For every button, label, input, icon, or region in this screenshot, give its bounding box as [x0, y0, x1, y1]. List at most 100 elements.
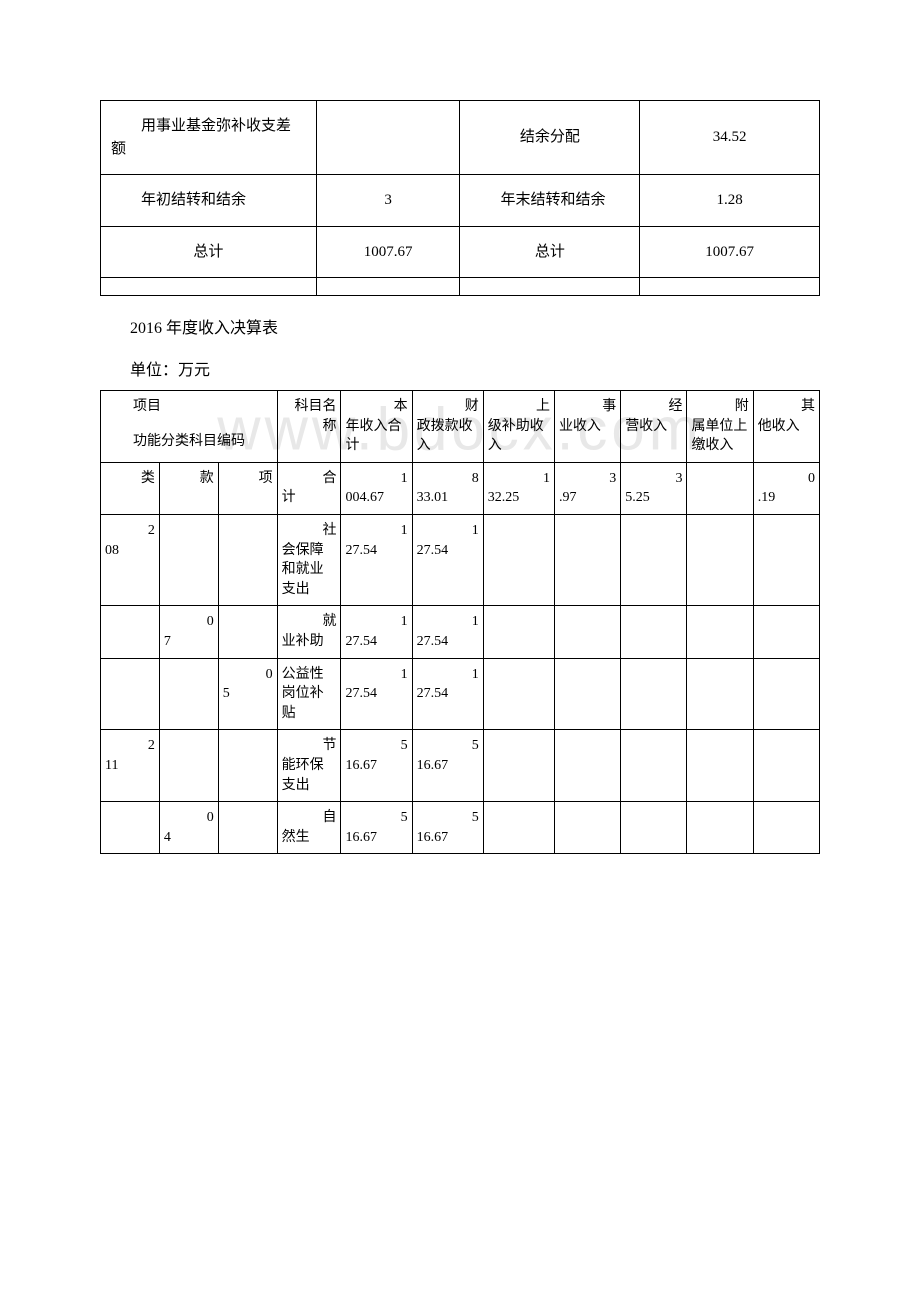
value-cell: [621, 730, 687, 802]
empty-cell: [316, 278, 460, 296]
value-cell: 127.54: [412, 606, 483, 658]
income-table: 项目 科目名称 本 年收入合计 财 政拨款收入 上 级补助收入 事 业收入 经 …: [100, 390, 820, 854]
unit-label: 单位：万元: [130, 356, 820, 380]
value-cell: 1007.67: [316, 226, 460, 278]
header-cell: 项目: [101, 391, 278, 427]
name-cell: 就业补助: [277, 606, 341, 658]
value-cell: [753, 802, 819, 854]
value-cell: [753, 658, 819, 730]
value-cell: [554, 606, 620, 658]
code-cell: 05: [218, 658, 277, 730]
code-cell: [159, 730, 218, 802]
label-cell: 年初结转和结余: [101, 175, 317, 227]
empty-cell: [640, 278, 820, 296]
value-cell: 833.01: [412, 462, 483, 514]
code-cell: [101, 606, 160, 658]
empty-cell: [460, 278, 640, 296]
value-cell: [483, 730, 554, 802]
value-cell: [753, 606, 819, 658]
code-cell: [218, 514, 277, 605]
table-row: 05公益性岗位补贴127.54127.54: [101, 658, 820, 730]
value-cell: 35.25: [621, 462, 687, 514]
code-cell: 208: [101, 514, 160, 605]
table-row: 类款项合计1004.67833.01132.253.9735.250.19: [101, 462, 820, 514]
value-cell: [621, 658, 687, 730]
code-cell: [101, 802, 160, 854]
value-cell: 1004.67: [341, 462, 412, 514]
code-cell: 项: [218, 462, 277, 514]
header-cell: 上 级补助收入: [483, 391, 554, 463]
value-cell: 516.67: [341, 730, 412, 802]
value-cell: [483, 606, 554, 658]
header-cell: 其 他收入: [753, 391, 819, 463]
value-cell: 0.19: [753, 462, 819, 514]
code-cell: 类: [101, 462, 160, 514]
value-cell: [687, 462, 753, 514]
code-cell: [159, 514, 218, 605]
value-cell: [621, 514, 687, 605]
table-row: 年初结转和结余 3 年末结转和结余 1.28: [101, 175, 820, 227]
code-cell: 04: [159, 802, 218, 854]
table-row: 用事业基金弥补收支差额 结余分配 34.52: [101, 101, 820, 175]
section-title: 2016 年度收入决算表: [130, 314, 820, 338]
value-cell: 1007.67: [640, 226, 820, 278]
table-row: 04自然生516.67516.67: [101, 802, 820, 854]
label-cell: 总计: [101, 226, 317, 278]
value-cell: 516.67: [412, 802, 483, 854]
value-cell: [554, 658, 620, 730]
value-cell: [687, 802, 753, 854]
value-cell: [554, 730, 620, 802]
value-cell: 127.54: [412, 514, 483, 605]
value-cell: [316, 101, 460, 175]
value-cell: 127.54: [412, 658, 483, 730]
label-cell: 结余分配: [460, 101, 640, 175]
code-cell: [159, 658, 218, 730]
code-cell: [218, 606, 277, 658]
value-cell: [687, 606, 753, 658]
value-cell: 3: [316, 175, 460, 227]
header-cell: 经 营收入: [621, 391, 687, 463]
code-cell: 211: [101, 730, 160, 802]
name-cell: 公益性岗位补贴: [277, 658, 341, 730]
code-cell: [218, 802, 277, 854]
value-cell: [483, 514, 554, 605]
value-cell: [554, 802, 620, 854]
header-cell: 功能分类科目编码: [101, 426, 278, 462]
table-header-row: 项目 科目名称 本 年收入合计 财 政拨款收入 上 级补助收入 事 业收入 经 …: [101, 391, 820, 427]
code-cell: [101, 658, 160, 730]
table-row: 208社会保障和就业支出127.54127.54: [101, 514, 820, 605]
header-cell: 本 年收入合计: [341, 391, 412, 463]
value-cell: 127.54: [341, 514, 412, 605]
value-cell: [753, 514, 819, 605]
header-cell: 附 属单位上缴收入: [687, 391, 753, 463]
label-cell: 年末结转和结余: [460, 175, 640, 227]
value-cell: [621, 802, 687, 854]
table-row: [101, 278, 820, 296]
value-cell: [687, 658, 753, 730]
value-cell: 127.54: [341, 606, 412, 658]
value-cell: 516.67: [412, 730, 483, 802]
empty-cell: [101, 278, 317, 296]
header-cell: 财 政拨款收入: [412, 391, 483, 463]
value-cell: [753, 730, 819, 802]
summary-table: 用事业基金弥补收支差额 结余分配 34.52 年初结转和结余 3 年末结转和结余…: [100, 100, 820, 296]
name-cell: 节能环保支出: [277, 730, 341, 802]
value-cell: 1.28: [640, 175, 820, 227]
header-cell: 事 业收入: [554, 391, 620, 463]
name-cell: 社会保障和就业支出: [277, 514, 341, 605]
label-cell: 总计: [460, 226, 640, 278]
code-cell: 07: [159, 606, 218, 658]
label-cell: 用事业基金弥补收支差额: [101, 101, 317, 175]
value-cell: [687, 514, 753, 605]
code-cell: 款: [159, 462, 218, 514]
value-cell: 132.25: [483, 462, 554, 514]
value-cell: 516.67: [341, 802, 412, 854]
value-cell: [554, 514, 620, 605]
value-cell: 3.97: [554, 462, 620, 514]
value-cell: [621, 606, 687, 658]
code-cell: [218, 730, 277, 802]
table-row: 211节能环保支出516.67516.67: [101, 730, 820, 802]
value-cell: [483, 802, 554, 854]
table-row: 总计 1007.67 总计 1007.67: [101, 226, 820, 278]
header-cell: 科目名称: [277, 391, 341, 463]
